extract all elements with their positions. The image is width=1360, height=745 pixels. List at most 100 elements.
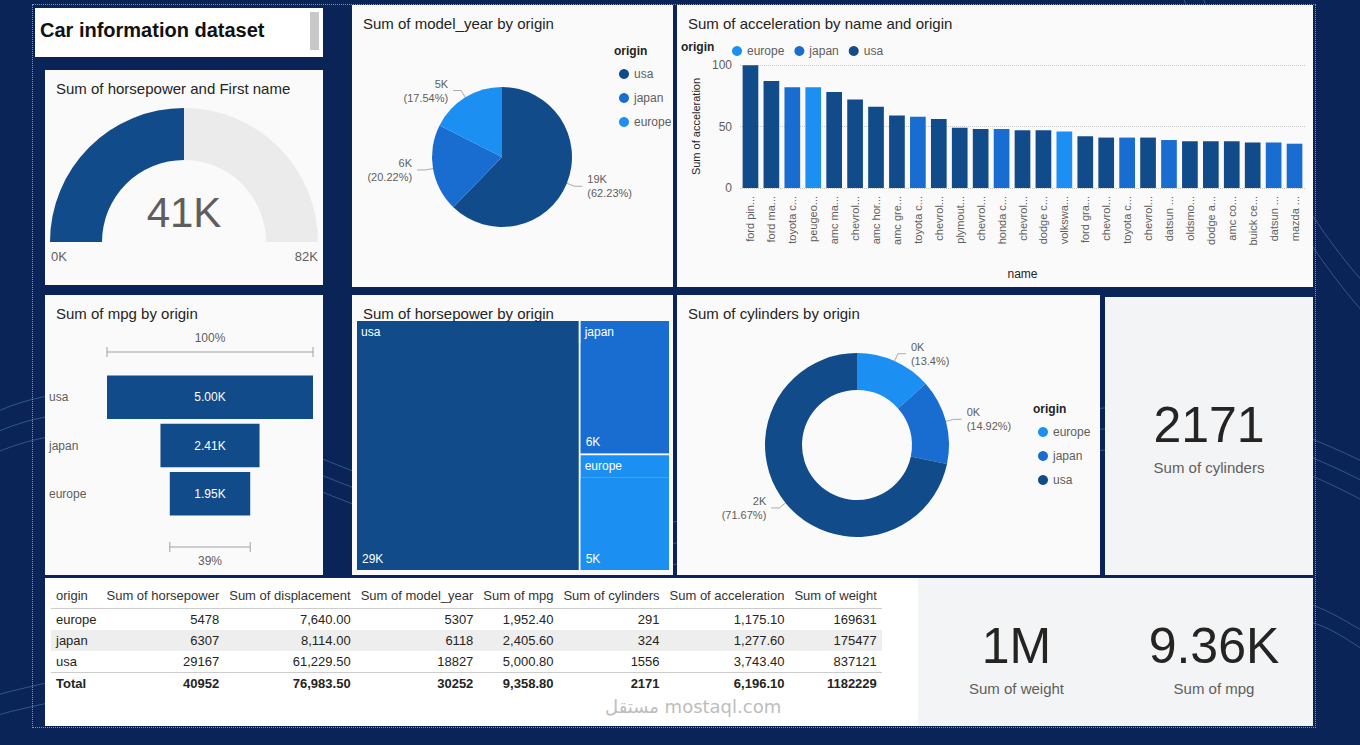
svg-text:0K: 0K	[967, 406, 981, 418]
html-text:Sum of displacement: Sum of displacement	[229, 588, 351, 603]
svg-text:honda c...: honda c...	[996, 196, 1008, 244]
html-text:7,640.00: 7,640.00	[300, 612, 351, 627]
svg-text:dodge c...: dodge c...	[1037, 196, 1049, 244]
html-text:9.36K: 9.36K	[1148, 618, 1280, 674]
svg-text:0K: 0K	[911, 341, 925, 353]
html-text:Sum of model_year: Sum of model_year	[360, 588, 474, 603]
svg-text:29K: 29K	[362, 552, 383, 566]
svg-text:usa: usa	[1053, 473, 1073, 487]
svg-text:europe: europe	[49, 487, 87, 501]
svg-text:japan: japan	[633, 91, 663, 105]
svg-text:usa: usa	[634, 67, 654, 81]
svg-text:japan: japan	[584, 325, 614, 339]
html-text:Sum of cylinders: Sum of cylinders	[563, 588, 660, 603]
svg-text:2.41K: 2.41K	[194, 439, 225, 453]
svg-text:Sum of mpg by origin: Sum of mpg by origin	[56, 305, 198, 322]
html-text:5307: 5307	[444, 612, 474, 627]
html-text:1,952.40: 1,952.40	[502, 612, 554, 627]
svg-text:ford gra...: ford gra...	[1079, 196, 1091, 243]
svg-text:toyota c...: toyota c...	[912, 196, 924, 244]
svg-text:origin: origin	[614, 44, 647, 58]
svg-text:6K: 6K	[399, 157, 413, 169]
svg-text:1.95K: 1.95K	[194, 487, 225, 501]
svg-text:peugeo...: peugeo...	[807, 196, 819, 242]
html-text:Sum of horsepower: Sum of horsepower	[106, 588, 220, 603]
svg-text:(14.92%): (14.92%)	[967, 420, 1012, 432]
svg-text:name: name	[1007, 267, 1037, 281]
svg-text:usa: usa	[864, 44, 884, 58]
svg-text:Sum of acceleration by name an: Sum of acceleration by name and origin	[688, 15, 952, 32]
svg-text:toyota c...: toyota c...	[786, 196, 798, 244]
svg-text:datsun ...: datsun ...	[1163, 196, 1175, 241]
svg-text:chevrol...: chevrol...	[975, 196, 987, 241]
svg-text:datsun ...: datsun ...	[1268, 196, 1280, 241]
svg-text:(17.54%): (17.54%)	[404, 92, 449, 104]
svg-text:europe: europe	[634, 115, 672, 129]
svg-text:(62.23%): (62.23%)	[587, 187, 632, 199]
html-text:Sum of cylinders: Sum of cylinders	[1153, 459, 1265, 476]
svg-text:buick ce...: buick ce...	[1247, 196, 1259, 246]
svg-text:5K: 5K	[435, 78, 449, 90]
svg-text:europe: europe	[747, 44, 785, 58]
html-text:Sum of mpg: Sum of mpg	[1173, 680, 1255, 697]
svg-text:japan: japan	[808, 44, 838, 58]
html-text:5478: 5478	[190, 612, 220, 627]
html-text:مستقل mostaql.com: مستقل mostaql.com	[605, 696, 782, 717]
svg-text:39%: 39%	[198, 554, 222, 568]
svg-text:origin: origin	[1033, 402, 1066, 416]
svg-text:(13.4%): (13.4%)	[911, 355, 950, 367]
svg-text:oldsmo...: oldsmo...	[1184, 196, 1196, 241]
svg-text:82K: 82K	[295, 249, 318, 264]
svg-text:2K: 2K	[753, 495, 767, 507]
svg-text:6K: 6K	[586, 435, 601, 449]
svg-text:19K: 19K	[587, 173, 607, 185]
html-text:1M: 1M	[981, 618, 1052, 674]
svg-text:Sum of cylinders by origin: Sum of cylinders by origin	[688, 305, 860, 322]
svg-text:Sum of horsepower and First na: Sum of horsepower and First name	[56, 80, 290, 97]
html-text:Sum of acceleration: Sum of acceleration	[669, 588, 785, 603]
svg-text:(20.22%): (20.22%)	[367, 171, 412, 183]
svg-text:(71.67%): (71.67%)	[722, 509, 767, 521]
svg-text:japan: japan	[1052, 449, 1082, 463]
svg-text:chevrol...: chevrol...	[849, 196, 861, 241]
svg-text:japan: japan	[48, 439, 78, 453]
svg-text:europe: europe	[585, 459, 623, 473]
svg-text:toyota c...: toyota c...	[1121, 196, 1133, 244]
svg-text:ford pin...: ford pin...	[744, 196, 756, 242]
svg-text:origin: origin	[681, 40, 714, 54]
html-text:Sum of weight: Sum of weight	[969, 680, 1064, 697]
svg-text:plymout...: plymout...	[954, 196, 966, 244]
svg-text:dodge a...: dodge a...	[1205, 196, 1217, 245]
svg-text:amc gre...: amc gre...	[891, 196, 903, 245]
svg-text:0: 0	[725, 181, 732, 195]
svg-text:mazda ...: mazda ...	[1289, 196, 1301, 241]
svg-text:100: 100	[712, 58, 732, 72]
svg-text:Sum of horsepower by origin: Sum of horsepower by origin	[363, 305, 554, 322]
svg-text:5K: 5K	[586, 552, 601, 566]
svg-text:Sum of model_year by origin: Sum of model_year by origin	[363, 15, 554, 32]
html-text:europe: europe	[56, 612, 97, 627]
html-text:Sum of weight: Sum of weight	[794, 588, 877, 603]
svg-text:amc co...: amc co...	[1226, 196, 1238, 241]
svg-text:5.00K: 5.00K	[194, 390, 225, 404]
svg-text:0K: 0K	[51, 249, 67, 264]
svg-text:Sum of acceleration: Sum of acceleration	[690, 78, 702, 175]
svg-text:europe: europe	[1053, 425, 1091, 439]
svg-text:100%: 100%	[195, 331, 226, 345]
svg-text:usa: usa	[49, 390, 69, 404]
html-text:2171: 2171	[1153, 397, 1265, 453]
html-text:Car information dataset: Car information dataset	[40, 19, 265, 41]
svg-text:ford ma...: ford ma...	[765, 196, 777, 242]
svg-text:amc ma...: amc ma...	[828, 196, 840, 244]
svg-text:amc hor...: amc hor...	[870, 196, 882, 244]
svg-text:usa: usa	[361, 325, 381, 339]
html-text:Sum of mpg: Sum of mpg	[483, 588, 554, 603]
svg-text:chevrol...: chevrol...	[1017, 196, 1029, 241]
svg-text:50: 50	[719, 120, 733, 134]
html-text:origin: origin	[56, 588, 88, 603]
svg-text:chevrol...: chevrol...	[1142, 196, 1154, 241]
svg-text:chevrol...: chevrol...	[933, 196, 945, 241]
svg-text:chevrol...: chevrol...	[1100, 196, 1112, 241]
svg-text:41K: 41K	[147, 189, 222, 236]
svg-text:volkswa...: volkswa...	[1058, 196, 1070, 244]
